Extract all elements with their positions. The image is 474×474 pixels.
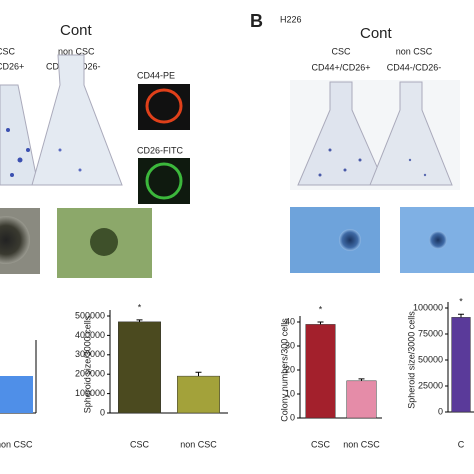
x-tick-label: C (458, 439, 465, 449)
y-axis-label: Colony numbers/300 cells (279, 318, 289, 422)
y-tick-label: 20 (285, 364, 295, 374)
annotation: * (459, 297, 463, 307)
panel-letter: B (250, 11, 263, 31)
y-tick-label: 10 (285, 388, 295, 398)
y-tick-label: 50000 (418, 354, 443, 364)
panel-title: Cont (60, 22, 93, 39)
flask-image (0, 54, 123, 186)
bar (346, 380, 377, 419)
annotation: * (319, 304, 323, 314)
bar (177, 375, 220, 414)
label: CSC (331, 46, 351, 56)
spheroid (90, 228, 118, 256)
label: CD26-FITC (137, 145, 184, 155)
y-tick-label: 75000 (418, 328, 443, 338)
label: CD44-PE (137, 70, 175, 80)
annotation: * (138, 302, 142, 312)
x-tick-label: CSC (311, 439, 331, 449)
stain-ring (145, 88, 183, 124)
x-tick-label: non CSC (180, 439, 217, 449)
label: CSC (0, 46, 16, 56)
cell-line: H226 (280, 14, 302, 24)
y-tick-label: 300000 (75, 349, 105, 359)
x-tick-label: CSC (130, 439, 150, 449)
stain-ring (145, 162, 183, 200)
y-axis-label: Spheroid size/3000 cells (406, 311, 416, 409)
label: CD44+/CD26+ (311, 62, 370, 72)
spheroid (0, 216, 30, 264)
y-tick-label: 400000 (75, 330, 105, 340)
y-tick-label: 40 (285, 316, 295, 326)
label: non CSC (0, 439, 33, 449)
label: CD44-/CD26- (387, 62, 442, 72)
bar (305, 324, 336, 419)
flask-image (290, 80, 460, 190)
bar (118, 321, 161, 414)
y-tick-label: 500000 (75, 310, 105, 320)
label: CD26+ (0, 61, 24, 71)
y-tick-label: 0 (100, 407, 105, 417)
y-tick-label: 0 (290, 412, 295, 422)
panel-title: Cont (360, 25, 393, 42)
y-tick-label: 100000 (75, 388, 105, 398)
y-tick-label: 30 (285, 340, 295, 350)
label: non CSC (58, 46, 95, 56)
micro-image (290, 207, 380, 273)
y-tick-label: 200000 (75, 369, 105, 379)
y-tick-label: 100000 (413, 302, 443, 312)
label: non CSC (396, 46, 433, 56)
partial-bar (0, 376, 33, 413)
spheroid (429, 231, 447, 249)
y-axis-label: Spheroid size/3000 cells (82, 315, 92, 413)
y-tick-label: 25000 (418, 380, 443, 390)
bar (451, 317, 471, 413)
y-tick-label: 0 (438, 406, 443, 416)
x-tick-label: non CSC (343, 439, 380, 449)
spheroid (339, 229, 361, 251)
